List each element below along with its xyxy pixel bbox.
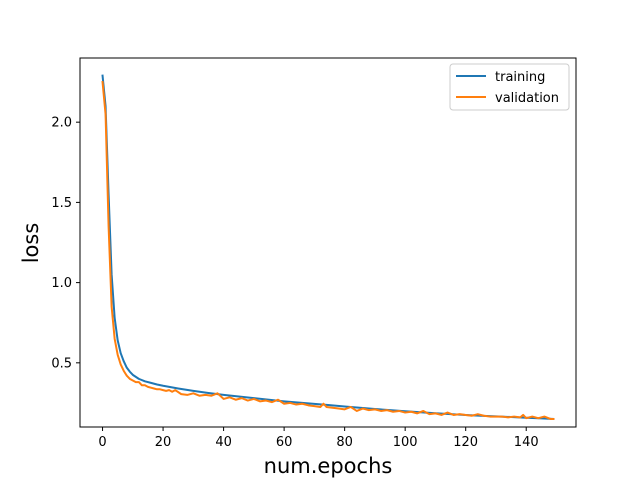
- legend-label-validation: validation: [495, 91, 559, 106]
- y-tick-label: 2.0: [51, 116, 72, 131]
- legend: training validation: [449, 63, 570, 111]
- x-tick-label: 100: [393, 435, 418, 450]
- series-line-validation: [101, 80, 555, 420]
- series-layer: [101, 74, 555, 421]
- x-tick-label: 20: [155, 435, 172, 450]
- x-tick-label: 0: [98, 435, 106, 450]
- x-tick-label: 40: [215, 435, 232, 450]
- y-tick-label: 0.5: [51, 356, 72, 371]
- x-tick-label: 60: [276, 435, 293, 450]
- y-axis: 0.5 1.0 1.5 2.0: [51, 116, 80, 371]
- x-axis: 0 20 40 60 80 100 120 140: [98, 427, 539, 450]
- legend-label-training: training: [495, 70, 545, 85]
- y-tick-label: 1.0: [51, 276, 72, 291]
- plot-frame: [79, 57, 577, 428]
- x-axis-label: num.epochs: [264, 454, 393, 478]
- y-axis-label: loss: [19, 223, 43, 264]
- x-tick-label: 120: [453, 435, 478, 450]
- x-tick-label: 140: [514, 435, 539, 450]
- y-tick-label: 1.5: [51, 196, 72, 211]
- x-tick-label: 80: [336, 435, 353, 450]
